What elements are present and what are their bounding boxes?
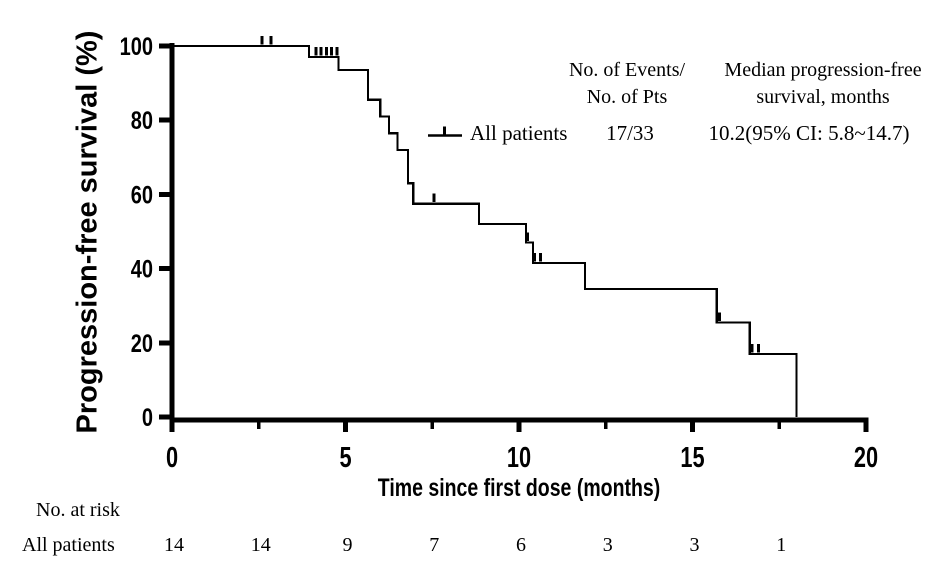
events-column-header: No. of Events/ No. of Pts [569,57,685,111]
legend-events-value: 17/33 [606,121,654,145]
at-risk-count: 7 [429,534,440,556]
x-tick-label-10: 10 [507,442,531,474]
events-header-line1: No. of Events/ [568,59,686,81]
legend-median-value: 10.2(95% CI: 5.8~14.7) [708,121,910,145]
at-risk-count: 6 [516,534,526,556]
x-tick-label-15: 15 [680,442,704,474]
survival-step-curve [172,44,798,417]
at-risk-count: 3 [602,534,613,556]
y-tick-label-60: 60 [131,181,153,209]
x-tick-label-20: 20 [854,442,878,474]
legend-series-label: All patients [470,121,568,145]
km-series-symbol-icon [428,126,462,137]
y-tick-label-40: 40 [131,256,153,284]
median-header-line1: Median progression-free [724,59,922,81]
y-tick-label-80: 80 [131,107,153,135]
at-risk-count: 1 [776,534,787,556]
at-risk-count: 14 [250,534,271,556]
at-risk-row-label: All patients [22,534,115,556]
x-tick-label-5: 5 [339,442,351,474]
at-risk-count: 9 [342,534,353,556]
x-tick-label-0: 0 [166,442,178,474]
at-risk-count: 14 [164,534,184,556]
events-header-line2: No. of Pts [586,86,668,108]
median-column-header: Median progression-free survival, months [724,57,921,111]
y-tick-label-0: 0 [142,404,153,432]
x-axis-title: Time since first dose (months) [377,474,661,502]
y-tick-label-20: 20 [131,330,153,358]
y-tick-label-100: 100 [120,33,153,61]
at-risk-count: 3 [689,534,700,556]
median-header-line2: survival, months [756,86,890,108]
at-risk-label: No. at risk [36,499,120,521]
